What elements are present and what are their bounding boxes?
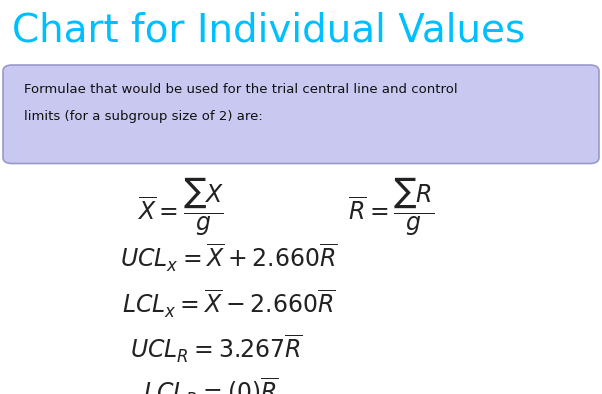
- Text: $\overline{R} = \dfrac{\sum R}{g}$: $\overline{R} = \dfrac{\sum R}{g}$: [348, 175, 435, 238]
- Text: $UCL_x = \overline{X} + 2.660\overline{R}$: $UCL_x = \overline{X} + 2.660\overline{R…: [120, 242, 338, 274]
- Text: $LCL_x = \overline{X} - 2.660\overline{R}$: $LCL_x = \overline{X} - 2.660\overline{R…: [122, 288, 335, 320]
- Text: $LCL_R = (0)\overline{R}$: $LCL_R = (0)\overline{R}$: [143, 376, 279, 394]
- Text: $UCL_R = 3.267\overline{R}$: $UCL_R = 3.267\overline{R}$: [130, 333, 303, 365]
- Text: Chart for Individual Values: Chart for Individual Values: [12, 12, 526, 50]
- Text: Formulae that would be used for the trial central line and control: Formulae that would be used for the tria…: [24, 83, 458, 96]
- Text: limits (for a subgroup size of 2) are:: limits (for a subgroup size of 2) are:: [24, 110, 263, 123]
- FancyBboxPatch shape: [3, 65, 599, 164]
- Text: $\overline{X} = \dfrac{\sum X}{g}$: $\overline{X} = \dfrac{\sum X}{g}$: [137, 175, 225, 238]
